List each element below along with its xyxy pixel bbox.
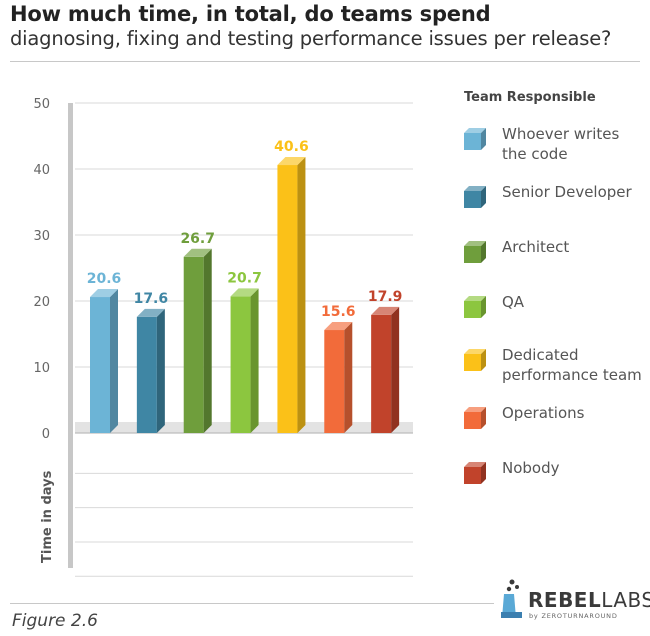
bar-value-label: 20.6: [87, 271, 122, 287]
bar-side: [344, 322, 353, 433]
bar-top: [183, 248, 212, 257]
legend-label: Senior Developer: [502, 183, 632, 201]
legend-swatch: [464, 407, 486, 429]
rebellabs-logo: REBELLABS by ZEROTURNAROUND: [498, 578, 650, 628]
bar-value-label: 17.6: [134, 291, 169, 307]
bar-value-label: 15.6: [321, 304, 356, 320]
bar-side: [391, 306, 400, 433]
rebellabs-logo-tagline: by ZEROTURNAROUND: [529, 612, 618, 620]
bar-value-label: 20.7: [227, 270, 262, 286]
legend-item: Operations: [464, 404, 644, 447]
title-divider: [10, 61, 640, 62]
rebellabs-logo-text: REBELLABS: [528, 588, 650, 612]
chart-subtitle: diagnosing, fixing and testing performan…: [10, 27, 612, 50]
bar-top: [371, 306, 400, 315]
legend-label: Architect: [502, 238, 570, 256]
bar-front: [324, 330, 345, 433]
bar-top: [324, 322, 353, 331]
bar-side: [297, 157, 306, 434]
y-axis-label: Time in days: [40, 470, 55, 563]
bar: [371, 306, 400, 433]
bar-side: [110, 289, 118, 433]
legend-item: Architect: [464, 238, 644, 281]
figure-caption: Figure 2.6: [12, 611, 98, 631]
bar: [277, 157, 306, 434]
y-tick-label: 20: [33, 295, 50, 310]
y-tick-label: 50: [33, 97, 50, 112]
bar-top: [90, 289, 118, 298]
bar: [230, 288, 259, 433]
legend-label: Nobody: [502, 459, 560, 477]
bar-front: [230, 296, 251, 433]
bar-front: [371, 314, 392, 433]
bar: [183, 248, 212, 433]
legend-label: Operations: [502, 404, 585, 422]
bar: [90, 289, 118, 433]
bar-value-label: 17.9: [368, 289, 403, 305]
footer-divider: [10, 603, 494, 604]
legend-swatch: [464, 186, 486, 208]
bar-value-label: 40.6: [274, 139, 309, 155]
bar-top: [230, 288, 259, 297]
legend-item: Senior Developer: [464, 183, 644, 226]
y-axis-line: [68, 103, 73, 568]
chart-title: How much time, in total, do teams spend: [10, 2, 491, 26]
bar: [136, 308, 165, 433]
legend-label: Whoever writes the code: [502, 125, 620, 163]
bar: [324, 322, 353, 433]
bar-front: [183, 256, 204, 433]
y-tick-label: 40: [33, 163, 50, 178]
legend-item: Nobody: [464, 459, 644, 502]
legend-item: Whoever writes the code: [464, 125, 644, 168]
bar-front: [277, 165, 298, 434]
y-tick-label: 0: [42, 427, 50, 442]
bar-chart: 0 10 20 30 40 50 Time in days 20.6 17.6 26.7 20.7 4…: [33, 97, 413, 577]
legend-item: Dedicated performance team: [464, 346, 644, 389]
legend-swatch: [464, 349, 486, 371]
legend-swatch: [464, 296, 486, 318]
legend-item: QA: [464, 293, 644, 336]
bar-front: [90, 297, 110, 433]
y-tick-label: 30: [33, 229, 50, 244]
bar-side: [156, 308, 165, 433]
legend-swatch: [464, 462, 486, 484]
legend-label: QA: [502, 293, 525, 311]
bar-top: [136, 308, 165, 317]
bar-value-label: 26.7: [180, 231, 215, 247]
legend-title: Team Responsible: [464, 90, 596, 105]
bar-top: [277, 157, 306, 166]
legend-label: Dedicated performance team: [502, 346, 642, 384]
bar-side: [250, 288, 259, 433]
legend-swatch: [464, 241, 486, 263]
y-tick-label: 10: [33, 361, 50, 376]
bar-side: [203, 248, 212, 433]
bar-front: [136, 316, 157, 433]
rebellabs-logo-icon: [501, 579, 522, 618]
legend-swatch: [464, 128, 486, 150]
